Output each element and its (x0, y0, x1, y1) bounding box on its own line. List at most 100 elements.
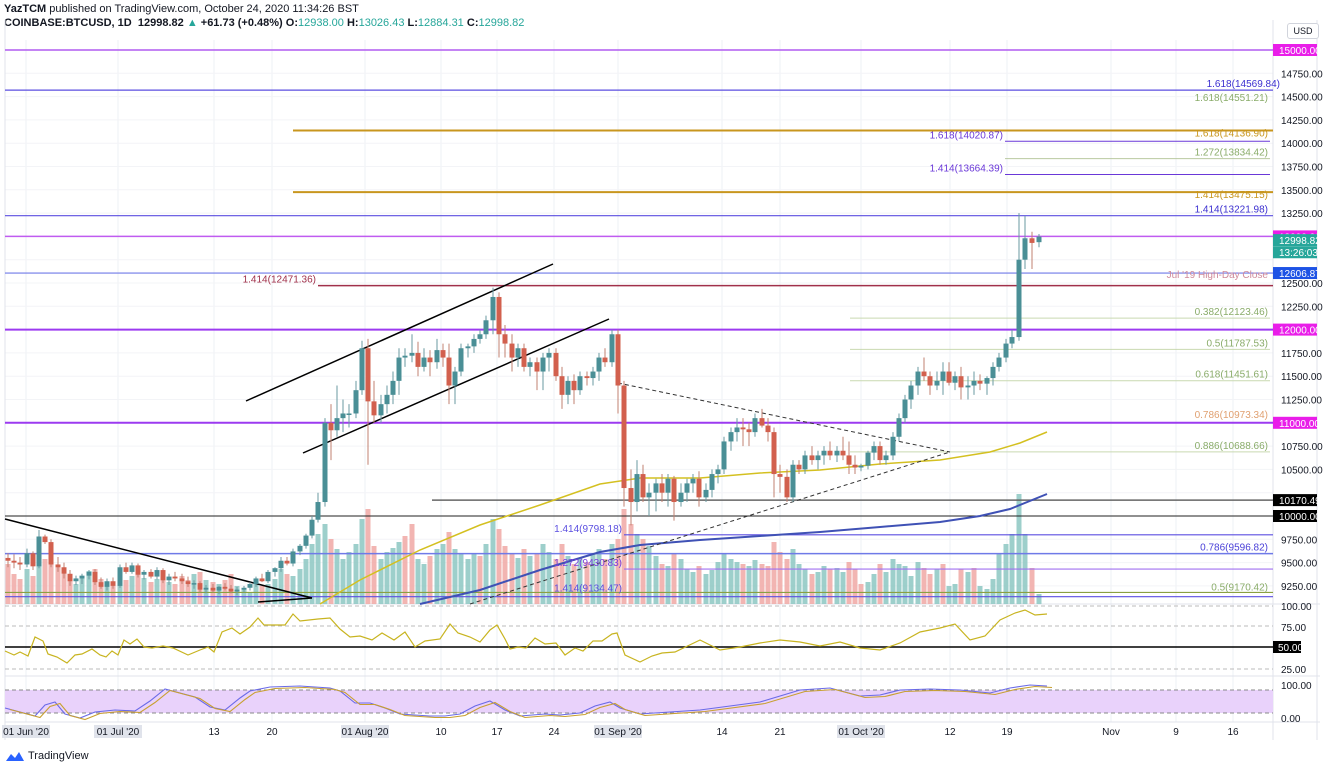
volume-bar (546, 552, 552, 604)
candle-body (61, 567, 67, 574)
time-tick-highlight (2, 725, 50, 738)
volume-bar (402, 536, 408, 604)
stoch-rsi-pane (4, 684, 1273, 721)
currency-badge[interactable]: USD (1287, 23, 1319, 39)
price-tick: 14750.00 (1281, 69, 1323, 80)
volume-bar (752, 560, 758, 604)
price-badge-label: 13:26:03 (1279, 248, 1318, 259)
candle-body (191, 583, 197, 585)
candle-body (36, 536, 42, 567)
symbol-label[interactable]: COINBASE:BTCUSD, 1D (4, 17, 132, 29)
fib-label: 0.382(12123.46) (1195, 307, 1268, 318)
candle-body (67, 573, 73, 582)
volume-bar (996, 554, 1002, 604)
volume-bar (42, 559, 48, 604)
high-label: H: (346, 17, 359, 29)
tradingview-logo[interactable]: TradingView (6, 750, 89, 762)
fib-segments (850, 140, 1270, 453)
candle-body (452, 371, 458, 386)
volume-bar (527, 556, 533, 604)
volume-bar (559, 544, 565, 604)
candle-body (815, 455, 821, 461)
volume-bar (815, 572, 821, 604)
volume-bar (659, 564, 665, 604)
candle-body (790, 464, 796, 498)
volume-bar (73, 584, 79, 604)
fib-label: 0.5(11787.53) (1206, 338, 1268, 349)
volume-bar (272, 579, 278, 604)
volume-bar (734, 562, 740, 604)
volume-bar (965, 572, 971, 604)
volume-bar (790, 549, 796, 604)
candle-body (984, 378, 990, 384)
price-tick: 13500.00 (1281, 186, 1323, 197)
volume-bar (759, 564, 765, 604)
moving-average-line (419, 493, 1048, 605)
trendlines[interactable] (4, 263, 951, 605)
fib-label: 0.886(10688.66) (1195, 441, 1268, 452)
volume-bar (452, 549, 458, 604)
candle-body (471, 338, 477, 347)
candle-body (123, 567, 129, 572)
rsi-tick: 100.00 (1281, 602, 1312, 613)
publish-line: YazTCM published on TradingView.com, Oct… (4, 2, 359, 16)
volume-bar (490, 519, 496, 604)
candle-body (477, 334, 483, 339)
horizontal-levels[interactable] (5, 49, 1273, 598)
high-value: 13026.43 (358, 17, 405, 29)
time-axis[interactable]: 01 Jun '20 01 Jul '20 13 20 01 Aug '20 10 17 24… (2, 725, 1239, 738)
stoch-band (5, 690, 1273, 713)
candle-body (746, 429, 752, 433)
volume-bar (340, 559, 346, 604)
fib-label: 1.414(9134.47) (554, 583, 622, 594)
volume-bar (628, 524, 634, 604)
volume-bar (11, 574, 17, 604)
volume-bar (846, 562, 852, 604)
candle-body (577, 376, 583, 391)
open-value: 12938.00 (298, 17, 344, 29)
up-triangle-icon: ▲ (186, 17, 198, 29)
time-tick-highlight (594, 725, 642, 738)
price-tick: 11750.00 (1281, 349, 1322, 360)
fib-labels: 1.618(14569.84) 1.618(14551.21) 1.618(1402… (243, 79, 1280, 594)
brand-name: TradingView (28, 750, 89, 762)
volume-bar (690, 572, 696, 604)
rsi-badge-label: 50.00 (1278, 643, 1303, 654)
candle-body (396, 357, 402, 381)
candle-body (628, 488, 634, 503)
candle-body (5, 557, 11, 561)
volume-bar (24, 569, 30, 604)
candle-body (148, 571, 154, 577)
time-tick: 24 (548, 727, 560, 738)
candle-body (665, 478, 671, 493)
time-tick: 14 (716, 727, 728, 738)
fib-label: 0.618(11451.61) (1195, 370, 1268, 381)
trendline (257, 597, 313, 603)
candle-body (446, 357, 452, 386)
candle-body (496, 296, 502, 335)
candle-body (977, 380, 983, 384)
candle-body (634, 474, 640, 503)
volume-bar (934, 569, 940, 604)
candle-body (92, 571, 98, 583)
volume-bar (265, 584, 271, 604)
volume-bar (415, 559, 421, 604)
candle-body (596, 357, 602, 372)
fib-label: 1.618(14551.21) (1195, 93, 1268, 104)
open-label: O: (285, 17, 299, 29)
volume-bar (671, 554, 677, 604)
volume-bar (36, 549, 42, 604)
close-label: C: (466, 17, 479, 29)
volume-bar (353, 544, 359, 604)
candle-body (79, 575, 85, 579)
volume-bar (322, 524, 328, 604)
volume-bar (465, 559, 471, 604)
fib-label: Jul '19 High-Day Close (1167, 270, 1269, 281)
candle-body (334, 418, 340, 431)
candle-body (871, 446, 877, 453)
candle-body (609, 334, 615, 363)
price-axis[interactable]: 14750.00 14500.00 14250.00 14000.00 13750.00… (1273, 44, 1323, 725)
price-tick: 14000.00 (1281, 139, 1323, 150)
volume-bar (678, 559, 684, 604)
